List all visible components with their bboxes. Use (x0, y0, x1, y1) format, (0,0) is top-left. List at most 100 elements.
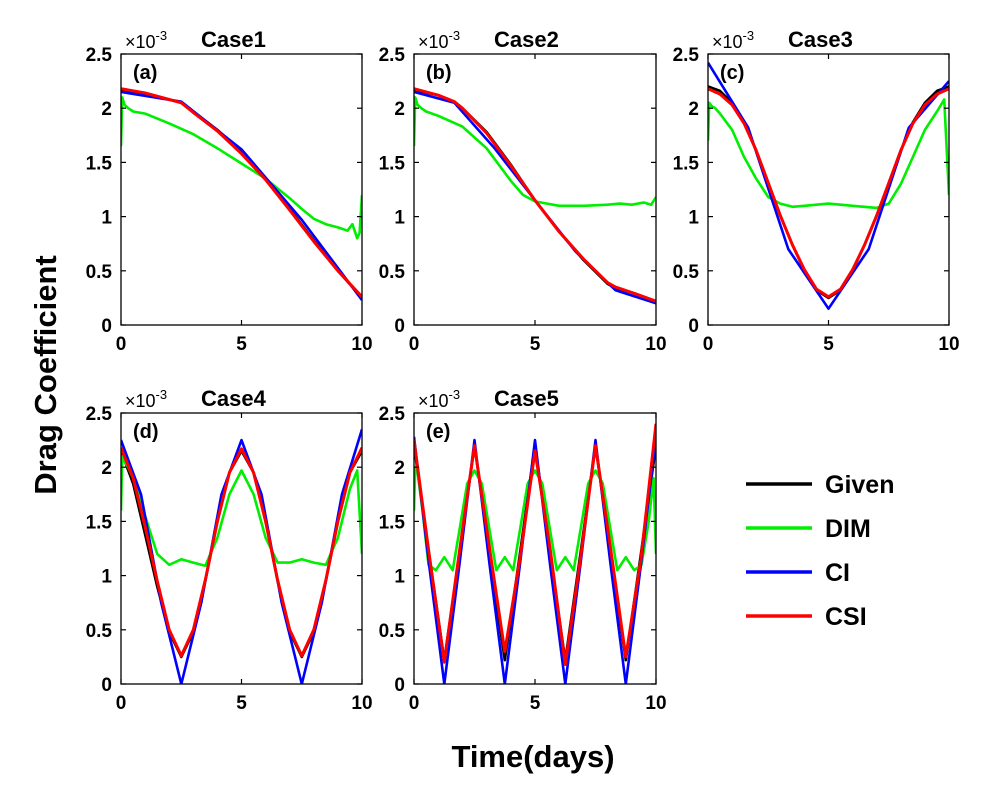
legend: Given DIM CI CSI (746, 471, 894, 631)
axis-exponent-power: -3 (156, 387, 168, 402)
y-tick-label: 2.5 (86, 404, 113, 425)
y-tick-label: 0.5 (673, 262, 700, 283)
x-tick-label: 0 (409, 693, 420, 714)
axis-exponent: ×10-3 (418, 387, 460, 411)
series-line-csi (414, 87, 656, 303)
y-tick-label: 0.5 (379, 262, 406, 283)
axis-exponent: ×10-3 (125, 387, 167, 411)
y-tick-label: 2 (101, 99, 112, 120)
y-tick-label: 2.5 (379, 404, 406, 425)
y-tick-label: 2.5 (673, 45, 700, 66)
y-tick-label: 2 (101, 458, 112, 479)
panel-title: Case4 (201, 386, 267, 411)
legend-label-given: Given (825, 471, 894, 499)
axis-exponent: ×10-3 (125, 28, 167, 52)
y-tick-label: 2 (394, 99, 405, 120)
axes-box (413, 53, 657, 326)
series-line-dim (121, 96, 362, 240)
x-tick-label: 10 (645, 334, 666, 355)
y-tick-label: 2 (394, 458, 405, 479)
y-tick-label: 0.5 (86, 621, 113, 642)
panel-label: (a) (133, 62, 157, 84)
series-line-csi (121, 87, 362, 298)
legend-label-ci: CI (825, 559, 850, 587)
y-tick-label: 0 (394, 316, 405, 337)
y-tick-label: 1 (394, 567, 405, 588)
y-tick-label: 2.5 (86, 45, 113, 66)
panel-1: 0 5 10 0 0.5 1 1.5 2 2.5 ×10-3 Case1 (a) (86, 27, 373, 355)
axis-exponent-power: -3 (156, 28, 168, 43)
y-tick-label: 1.5 (86, 153, 113, 174)
panel-title: Case3 (788, 27, 853, 52)
legend-label-dim: DIM (825, 515, 871, 543)
panel-title: Case1 (201, 27, 266, 52)
panel-5: 0 5 10 0 0.5 1 1.5 2 2.5 ×10-3 Case5 (e) (379, 386, 667, 714)
x-tick-label: 0 (116, 693, 127, 714)
axes-box (707, 53, 950, 326)
y-tick-label: 0 (101, 675, 112, 696)
x-tick-label: 0 (409, 334, 420, 355)
series-line-ci (414, 436, 656, 684)
x-tick-label: 10 (645, 693, 666, 714)
series-line-ci (121, 428, 362, 684)
axis-exponent-power: -3 (449, 387, 461, 402)
series-line-csi (121, 447, 362, 658)
axis-exponent: ×10-3 (712, 28, 754, 52)
y-tick-label: 1 (101, 567, 112, 588)
axis-exponent-power: -3 (743, 28, 755, 43)
series-line-csi (708, 87, 949, 299)
series-line-dim (414, 96, 656, 208)
y-tick-label: 1 (394, 208, 405, 229)
x-tick-label: 10 (351, 334, 372, 355)
series-line-csi (414, 423, 656, 666)
series-line-dim (414, 465, 656, 572)
y-tick-label: 1 (688, 208, 699, 229)
axes-box (120, 53, 363, 326)
y-tick-label: 0 (394, 675, 405, 696)
y-tick-label: 1.5 (673, 153, 700, 174)
y-tick-label: 1 (101, 208, 112, 229)
x-tick-label: 5 (236, 693, 247, 714)
y-tick-label: 2.5 (379, 45, 406, 66)
x-tick-label: 5 (823, 334, 834, 355)
x-tick-label: 0 (703, 334, 714, 355)
y-tick-label: 1.5 (379, 153, 406, 174)
panel-label: (c) (720, 62, 744, 84)
panel-title: Case2 (494, 27, 559, 52)
axis-exponent-power: -3 (449, 28, 461, 43)
y-axis-title: Drag Coefficient (28, 255, 63, 494)
y-tick-label: 0 (688, 316, 699, 337)
y-tick-label: 1.5 (86, 512, 113, 533)
y-tick-label: 0.5 (379, 621, 406, 642)
y-tick-label: 0.5 (86, 262, 113, 283)
series-line-given (708, 85, 949, 300)
panel-4: 0 5 10 0 0.5 1 1.5 2 2.5 ×10-3 Case4 (d) (86, 386, 373, 714)
x-tick-label: 5 (530, 693, 541, 714)
axes-box (120, 412, 363, 685)
series-line-ci (708, 62, 949, 311)
legend-label-csi: CSI (825, 603, 867, 631)
series-line-dim (708, 98, 949, 210)
series-line-given (121, 88, 362, 299)
series-line-dim (121, 455, 362, 568)
axis-exponent: ×10-3 (418, 28, 460, 52)
x-tick-label: 10 (351, 693, 372, 714)
panel-label: (d) (133, 421, 159, 443)
y-tick-label: 0 (101, 316, 112, 337)
x-tick-label: 0 (116, 334, 127, 355)
panel-title: Case5 (494, 386, 559, 411)
x-tick-label: 5 (236, 334, 247, 355)
x-tick-label: 5 (530, 334, 541, 355)
panel-label: (b) (426, 62, 452, 84)
x-axis-title: Time(days) (451, 739, 614, 774)
x-tick-label: 10 (938, 334, 959, 355)
series-line-ci (121, 90, 362, 301)
panel-3: 0 5 10 0 0.5 1 1.5 2 2.5 ×10-3 Case3 (c) (673, 27, 960, 355)
series-line-ci (414, 90, 656, 305)
y-tick-label: 1.5 (379, 512, 406, 533)
panel-label: (e) (426, 421, 450, 443)
panel-2: 0 5 10 0 0.5 1 1.5 2 2.5 ×10-3 Case2 (b) (379, 27, 667, 355)
y-tick-label: 2 (688, 99, 699, 120)
